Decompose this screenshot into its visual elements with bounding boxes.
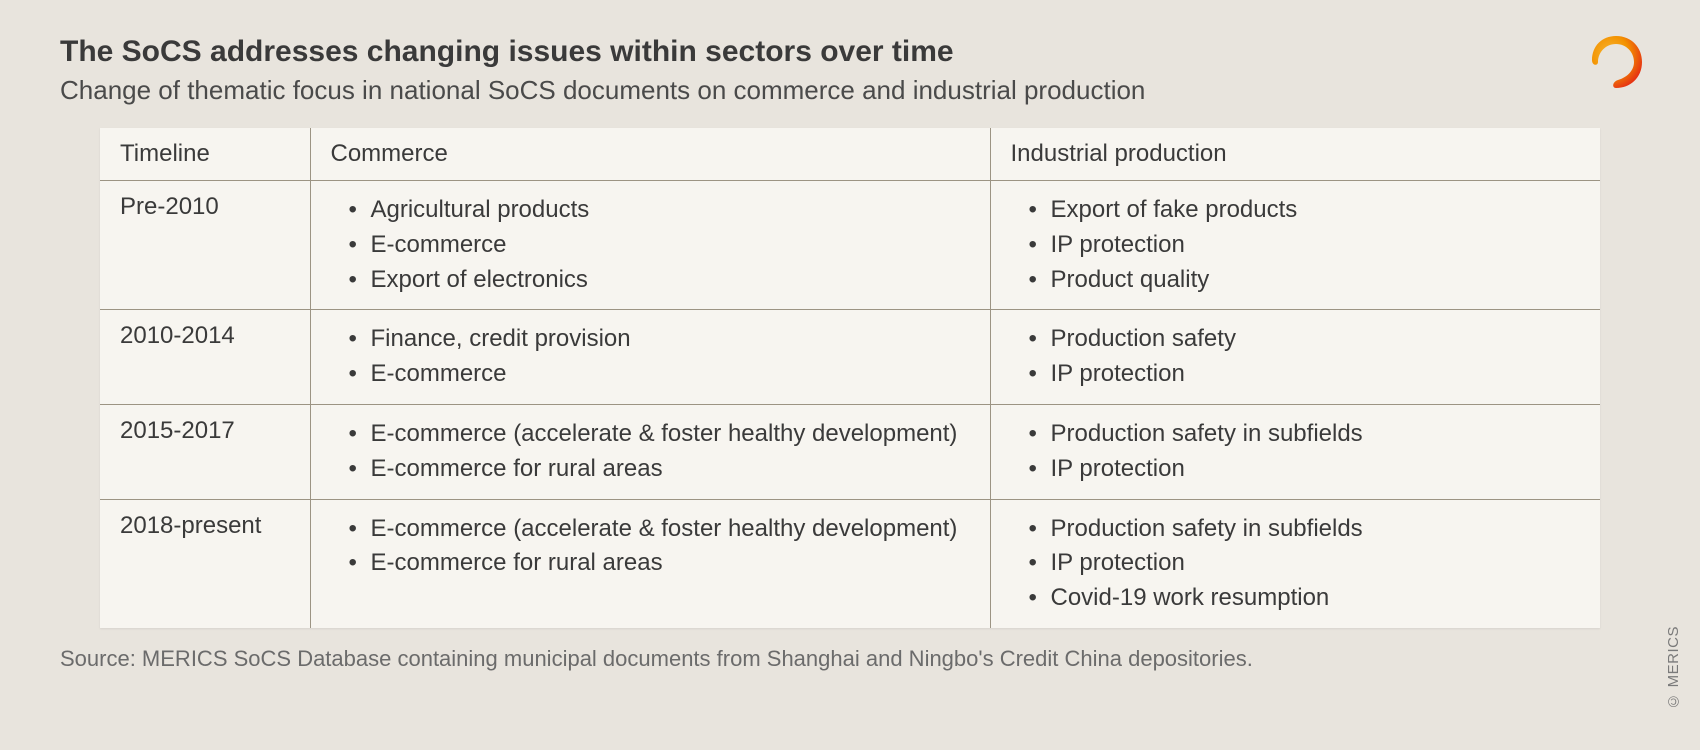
industrial-cell: Production safety in subfieldsIP protect… <box>990 404 1600 499</box>
list-item: Finance, credit provision <box>349 322 970 357</box>
col-header-commerce: Commerce <box>310 128 990 181</box>
commerce-cell: Finance, credit provisionE-commerce <box>310 310 990 405</box>
list-item: E-commerce for rural areas <box>349 546 970 581</box>
industrial-cell: Production safety in subfieldsIP protect… <box>990 499 1600 628</box>
timeline-cell: Pre-2010 <box>100 181 310 310</box>
page-title: The SoCS addresses changing issues withi… <box>60 35 1640 69</box>
source-note: Source: MERICS SoCS Database containing … <box>60 646 1640 672</box>
brand-logo <box>1584 30 1648 99</box>
list-item: Product quality <box>1029 263 1581 298</box>
list-item: E-commerce (accelerate & foster healthy … <box>349 417 970 452</box>
list-item: IP protection <box>1029 228 1581 263</box>
col-header-timeline: Timeline <box>100 128 310 181</box>
industrial-cell: Production safetyIP protection <box>990 310 1600 405</box>
copyright-label: © MERICS <box>1665 626 1682 710</box>
table-row: 2010-2014Finance, credit provisionE-comm… <box>100 310 1600 405</box>
table-header-row: Timeline Commerce Industrial production <box>100 128 1600 181</box>
commerce-cell: Agricultural productsE-commerceExport of… <box>310 181 990 310</box>
list-item: IP protection <box>1029 357 1581 392</box>
commerce-cell: E-commerce (accelerate & foster healthy … <box>310 499 990 628</box>
list-item: E-commerce <box>349 228 970 263</box>
list-item: Production safety <box>1029 322 1581 357</box>
list-item: Covid-19 work resumption <box>1029 581 1581 616</box>
list-item: E-commerce <box>349 357 970 392</box>
table-row: 2015-2017 E-commerce (accelerate & foster… <box>100 404 1600 499</box>
list-item: Production safety in subfields <box>1029 417 1581 452</box>
list-item: IP protection <box>1029 546 1581 581</box>
table-row: 2018-present E-commerce (accelerate & fos… <box>100 499 1600 628</box>
timeline-cell: 2018-present <box>100 499 310 628</box>
industrial-cell: Export of fake productsIP protectionProd… <box>990 181 1600 310</box>
thematic-focus-table: Timeline Commerce Industrial production … <box>100 128 1600 628</box>
timeline-cell: 2010-2014 <box>100 310 310 405</box>
list-item: IP protection <box>1029 452 1581 487</box>
timeline-cell: 2015-2017 <box>100 404 310 499</box>
list-item: E-commerce for rural areas <box>349 452 970 487</box>
col-header-industrial: Industrial production <box>990 128 1600 181</box>
page-subtitle: Change of thematic focus in national SoC… <box>60 75 1640 106</box>
commerce-cell: E-commerce (accelerate & foster healthy … <box>310 404 990 499</box>
list-item: E-commerce (accelerate & foster healthy … <box>349 512 970 547</box>
list-item: Production safety in subfields <box>1029 512 1581 547</box>
list-item: Agricultural products <box>349 193 970 228</box>
table-row: Pre-2010Agricultural productsE-commerceE… <box>100 181 1600 310</box>
list-item: Export of fake products <box>1029 193 1581 228</box>
list-item: Export of electronics <box>349 263 970 298</box>
